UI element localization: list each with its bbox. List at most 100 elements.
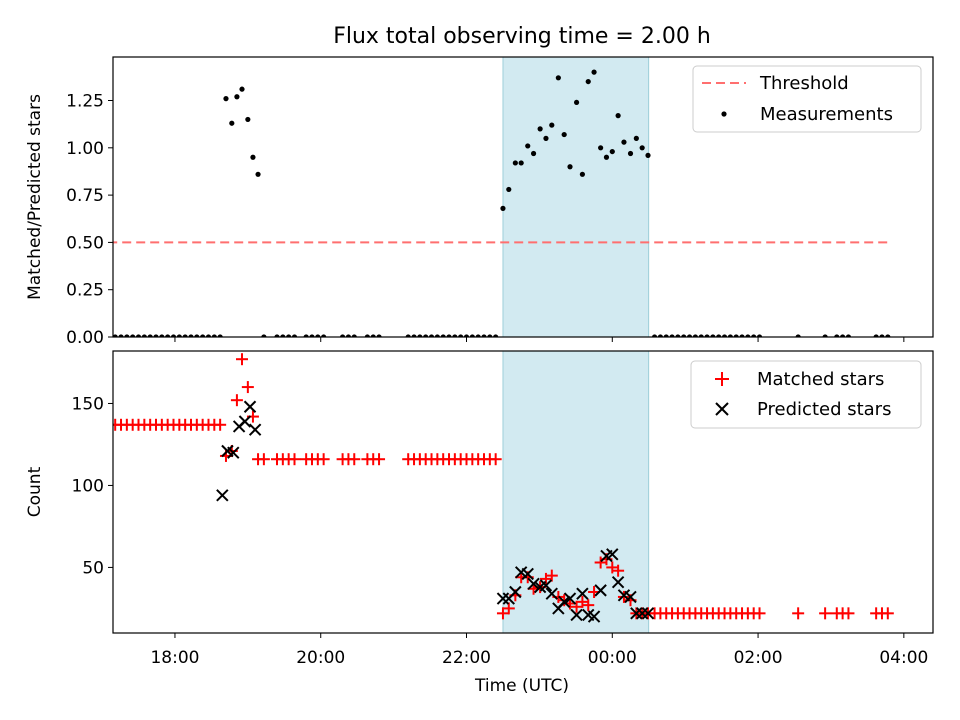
measurement-point (223, 96, 229, 102)
measurement-point (188, 334, 194, 337)
measurement-point (200, 334, 206, 337)
measurement-point (370, 334, 376, 337)
measurement-point (165, 334, 171, 337)
predicted-mark-b (606, 548, 619, 561)
matched-star-point (214, 418, 227, 431)
matched-star-point (792, 607, 805, 620)
measurement-point (130, 334, 136, 337)
observing-window-shade-bottom (502, 350, 650, 634)
measurement-point (543, 135, 549, 141)
measurement-point (303, 334, 309, 337)
measurement-point (280, 334, 286, 337)
x-tick-label: 18:00 (150, 648, 199, 668)
measurement-point (428, 334, 435, 337)
top-y-tick-label: 0.50 (66, 233, 104, 253)
measurement-point (567, 164, 573, 170)
legend-threshold-label: Threshold (759, 73, 849, 94)
predicted-star-point (545, 587, 558, 600)
chart-title: Flux total observing time = 2.00 h (333, 24, 711, 49)
measurement-point (250, 154, 256, 160)
measurement-point (446, 334, 452, 337)
measurement-point (598, 145, 604, 151)
predicted-mark-b (527, 577, 540, 591)
matched-star-point (753, 607, 766, 620)
measurement-point (255, 171, 261, 177)
top-axes-frame (112, 56, 934, 338)
matched-star-point (257, 453, 270, 466)
measurement-point (675, 334, 681, 337)
predicted-star-point (594, 584, 607, 597)
bottom-y-tick-label: 50 (82, 558, 104, 578)
measurement-point (411, 334, 417, 337)
matched-star-point (98, 419, 110, 431)
measurement-point (286, 334, 292, 337)
matched-star-point (236, 353, 249, 366)
measurement-point (704, 334, 710, 337)
matched-star-point (74, 419, 86, 431)
predicted-mark-b (227, 446, 240, 459)
legend-matched-swatch (715, 372, 729, 386)
measurement-point (417, 334, 423, 337)
matched-star-point (317, 453, 330, 466)
predicted-mark-b (611, 575, 625, 589)
measurement-point (245, 116, 251, 123)
top-y-tick-label: 1.00 (66, 139, 104, 159)
measurement-point (135, 334, 142, 337)
predicted-star-point (557, 595, 571, 609)
matched-star-point (80, 419, 92, 431)
predicted-mark-b (617, 589, 631, 602)
legend-measurements-swatch (721, 111, 727, 117)
predicted-mark-b (521, 567, 534, 581)
measurement-point (627, 150, 634, 157)
top-series-layer (113, 69, 891, 337)
measurement-point (710, 334, 716, 337)
matched-star-point (288, 453, 301, 466)
measurement-point (585, 78, 591, 85)
measurement-point (159, 334, 165, 337)
measurement-point (405, 334, 411, 337)
predicted-mark-b (545, 587, 558, 600)
predicted-star-point (611, 575, 625, 589)
measurement-point (756, 334, 763, 337)
measurement-point (153, 334, 159, 337)
measurement-point (239, 86, 245, 92)
measurement-point (423, 334, 429, 337)
measurement-point (113, 334, 118, 337)
measurement-point (692, 334, 698, 337)
matched-star-point (502, 602, 515, 615)
measurement-point (879, 334, 885, 337)
measurement-point (727, 334, 733, 337)
measurement-point (506, 186, 512, 193)
measurement-point (234, 94, 240, 100)
legend-matched-label: Matched stars (757, 369, 884, 390)
measurement-point (633, 135, 639, 141)
measurement-point (481, 334, 487, 337)
measurement-point (194, 334, 200, 337)
measurement-point (663, 334, 669, 337)
measurement-point (573, 99, 580, 106)
bottom-ticks: 18:00 20:00 22:00 00:00 02:00 04:00 50 100 150 (72, 394, 929, 668)
measurement-point (579, 171, 586, 177)
measurement-point (458, 334, 464, 337)
predicted-mark-b (641, 607, 655, 620)
matched-star-point (545, 569, 558, 582)
top-y-tick-label: 0.00 (66, 328, 104, 348)
predicted-mark-b (238, 415, 252, 428)
measurement-point (739, 334, 745, 337)
measurement-point (721, 334, 728, 337)
measurement-point (733, 334, 739, 337)
measurement-point (440, 334, 446, 337)
measurement-point (463, 334, 470, 337)
x-tick-label: 04:00 (879, 648, 928, 668)
measurement-point (549, 122, 555, 128)
predicted-mark-b (496, 592, 510, 605)
measurement-point (615, 113, 621, 119)
measurement-point (651, 334, 658, 337)
predicted-star-point (576, 587, 589, 600)
top-y-axis-label: Matched/Predicted stars (25, 94, 45, 300)
measurement-point (537, 126, 543, 132)
measurement-point (452, 334, 458, 337)
top-panel: 0.00 0.25 0.50 0.75 1.00 1.25 Matched/Predict… (25, 56, 934, 348)
measurement-point (229, 120, 235, 126)
legend-predicted-label: Predicted stars (757, 399, 891, 420)
